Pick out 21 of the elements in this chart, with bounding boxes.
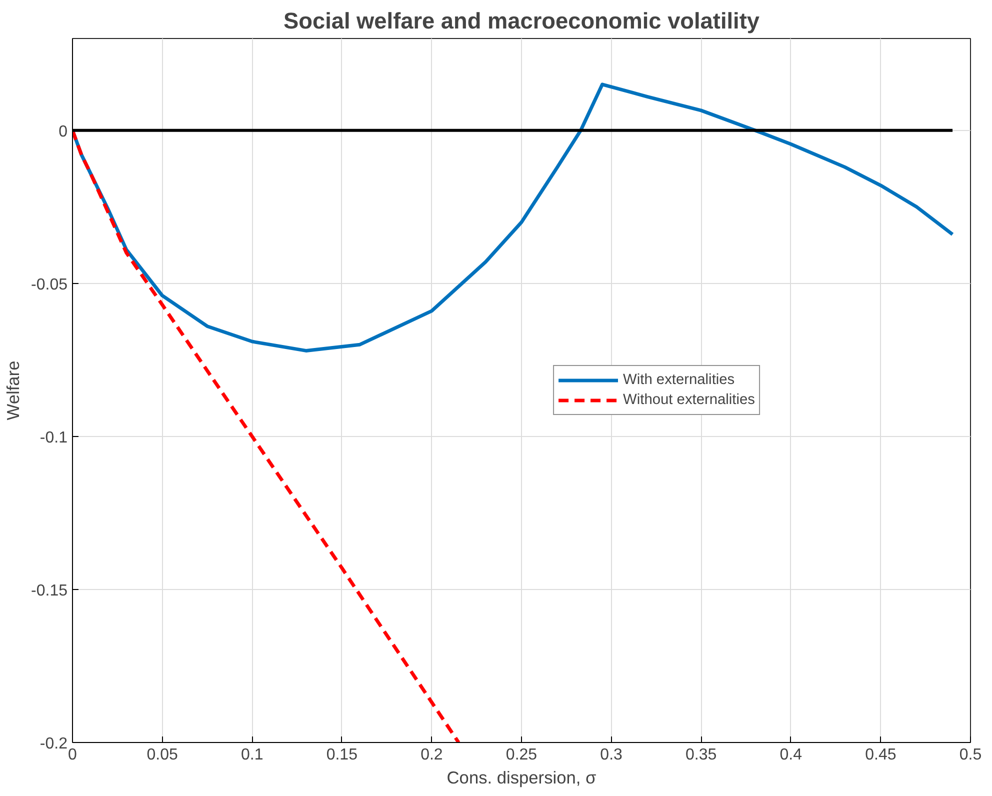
- y-tick-label: 0: [58, 123, 68, 140]
- x-tick-label: 0.1: [240, 746, 264, 764]
- y-tick-label: -0.15: [31, 582, 68, 600]
- x-tick-label: 0.2: [420, 746, 443, 764]
- y-tick-label: -0.1: [40, 429, 68, 446]
- x-tick-label: 0.15: [326, 746, 358, 764]
- x-tick-label: 0.05: [146, 746, 178, 764]
- chart-title: Social welfare and macroeconomic volatility: [284, 8, 760, 34]
- legend-label: Without externalities: [623, 392, 755, 408]
- y-tick-label: -0.2: [40, 736, 68, 752]
- x-tick-label: 0.3: [600, 746, 623, 764]
- y-tick-label: -0.05: [31, 276, 68, 294]
- x-tick-label: 0.35: [686, 746, 717, 764]
- x-axis-title: Cons. dispersion, σ: [446, 768, 596, 788]
- line-series: [72, 82, 954, 352]
- x-tick-label: 0.45: [865, 746, 896, 764]
- x-tick-label: 0.25: [506, 746, 538, 764]
- x-tick-label: 0.4: [780, 746, 802, 764]
- x-tick-label: 0.5: [959, 746, 982, 764]
- legend-label: With externalities: [623, 372, 735, 388]
- y-axis-title: Welfare: [3, 360, 24, 420]
